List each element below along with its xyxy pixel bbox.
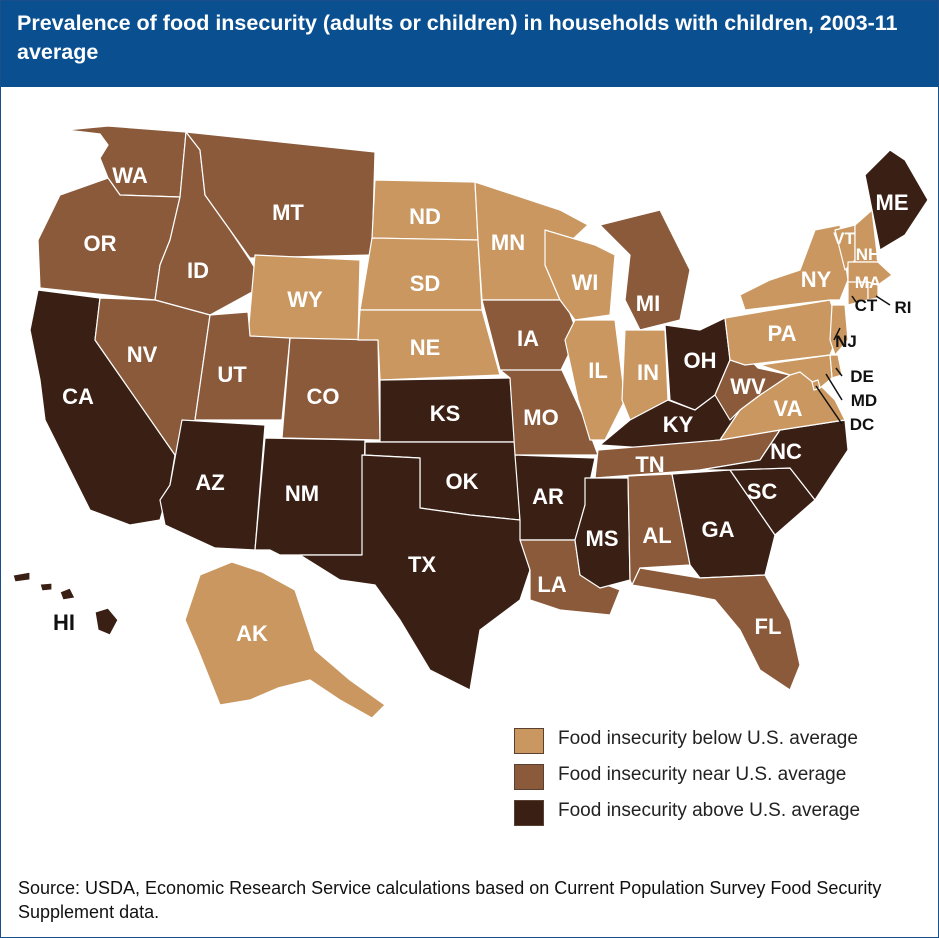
leader-DC xyxy=(815,385,843,425)
label-DE: DE xyxy=(850,367,874,386)
label-LA: LA xyxy=(537,572,566,597)
label-GA: GA xyxy=(702,517,735,542)
label-SC: SC xyxy=(747,479,778,504)
legend-label-below: Food insecurity below U.S. average xyxy=(558,728,858,749)
label-FL: FL xyxy=(755,614,782,639)
label-NJ: NJ xyxy=(835,332,857,351)
title-bar: Prevalence of food insecurity (adults or… xyxy=(1,1,938,87)
state-NC xyxy=(699,419,849,501)
label-ME: ME xyxy=(876,190,909,215)
legend-item-below: Food insecurity below U.S. average xyxy=(514,724,934,760)
state-HI xyxy=(94,607,119,636)
label-NH: NH xyxy=(856,245,881,264)
label-VA: VA xyxy=(774,396,803,421)
label-HI: HI xyxy=(53,610,75,635)
legend-swatch-above xyxy=(514,800,544,826)
label-UT: UT xyxy=(217,362,247,387)
state-AZ xyxy=(159,419,266,551)
state-TX xyxy=(299,454,531,691)
label-WA: WA xyxy=(112,163,148,188)
label-CO: CO xyxy=(307,384,340,409)
legend: Food insecurity below U.S. average Food … xyxy=(514,724,934,832)
legend-item-near: Food insecurity near U.S. average xyxy=(514,760,934,796)
label-TN: TN xyxy=(635,452,664,477)
label-WI: WI xyxy=(572,270,599,295)
label-RI: RI xyxy=(895,298,912,317)
legend-swatch-below xyxy=(514,728,544,754)
label-KY: KY xyxy=(663,412,694,437)
state-NY xyxy=(739,224,849,311)
label-MA: MA xyxy=(855,273,881,292)
label-CA: CA xyxy=(62,384,94,409)
label-IL: IL xyxy=(588,358,608,383)
state-WI xyxy=(544,229,616,321)
leader-CT xyxy=(851,295,857,303)
legend-label-near: Food insecurity near U.S. average xyxy=(558,764,847,785)
label-NC: NC xyxy=(770,439,802,464)
label-MS: MS xyxy=(586,526,619,551)
label-AK: AK xyxy=(236,621,268,646)
leader-NJ xyxy=(833,327,841,341)
leader-DE xyxy=(835,367,843,377)
label-IN: IN xyxy=(637,360,659,385)
state-HI-2 xyxy=(59,587,76,601)
label-MT: MT xyxy=(272,200,304,225)
label-WY: WY xyxy=(287,287,323,312)
state-IL xyxy=(564,319,626,441)
label-NM: NM xyxy=(285,481,319,506)
label-TX: TX xyxy=(408,552,436,577)
label-MO: MO xyxy=(523,405,558,430)
label-MN: MN xyxy=(491,230,525,255)
label-MI: MI xyxy=(636,291,660,316)
label-CT: CT xyxy=(855,296,878,315)
label-SD: SD xyxy=(410,271,441,296)
source-note: Source: USDA, Economic Research Service … xyxy=(18,878,882,922)
label-OR: OR xyxy=(84,231,117,256)
label-NE: NE xyxy=(410,335,441,360)
state-MT xyxy=(185,131,376,259)
label-WV: WV xyxy=(730,374,766,399)
label-NY: NY xyxy=(801,267,832,292)
state-HI-4 xyxy=(39,582,53,592)
label-VT: VT xyxy=(833,229,855,248)
legend-label-above: Food insecurity above U.S. average xyxy=(558,800,861,821)
state-FL xyxy=(631,567,801,691)
label-MD: MD xyxy=(851,391,877,410)
label-OH: OH xyxy=(684,348,717,373)
label-NV: NV xyxy=(127,342,158,367)
legend-item-above: Food insecurity above U.S. average xyxy=(514,796,934,832)
state-NM xyxy=(254,437,366,556)
us-map: WA OR CA ID NV MT WY UT CO AZ NM ND SD N… xyxy=(12,125,929,719)
legend-swatch-near xyxy=(514,764,544,790)
label-ID: ID xyxy=(187,258,209,283)
state-MI xyxy=(599,209,691,331)
label-PA: PA xyxy=(768,321,797,346)
state-MA xyxy=(847,261,893,286)
state-HI-3 xyxy=(12,571,31,583)
label-DC: DC xyxy=(850,415,875,434)
label-KS: KS xyxy=(430,401,461,426)
state-AK xyxy=(184,561,386,719)
state-ME xyxy=(864,149,929,251)
leader-MD xyxy=(825,373,843,401)
label-AR: AR xyxy=(532,484,564,509)
label-AL: AL xyxy=(642,523,671,548)
label-ND: ND xyxy=(409,204,441,229)
label-OK: OK xyxy=(446,469,479,494)
map-title: Prevalence of food insecurity (adults or… xyxy=(17,11,898,64)
label-IA: IA xyxy=(517,326,539,351)
leader-RI xyxy=(875,295,891,306)
label-AZ: AZ xyxy=(195,470,224,495)
state-DC xyxy=(811,379,821,391)
